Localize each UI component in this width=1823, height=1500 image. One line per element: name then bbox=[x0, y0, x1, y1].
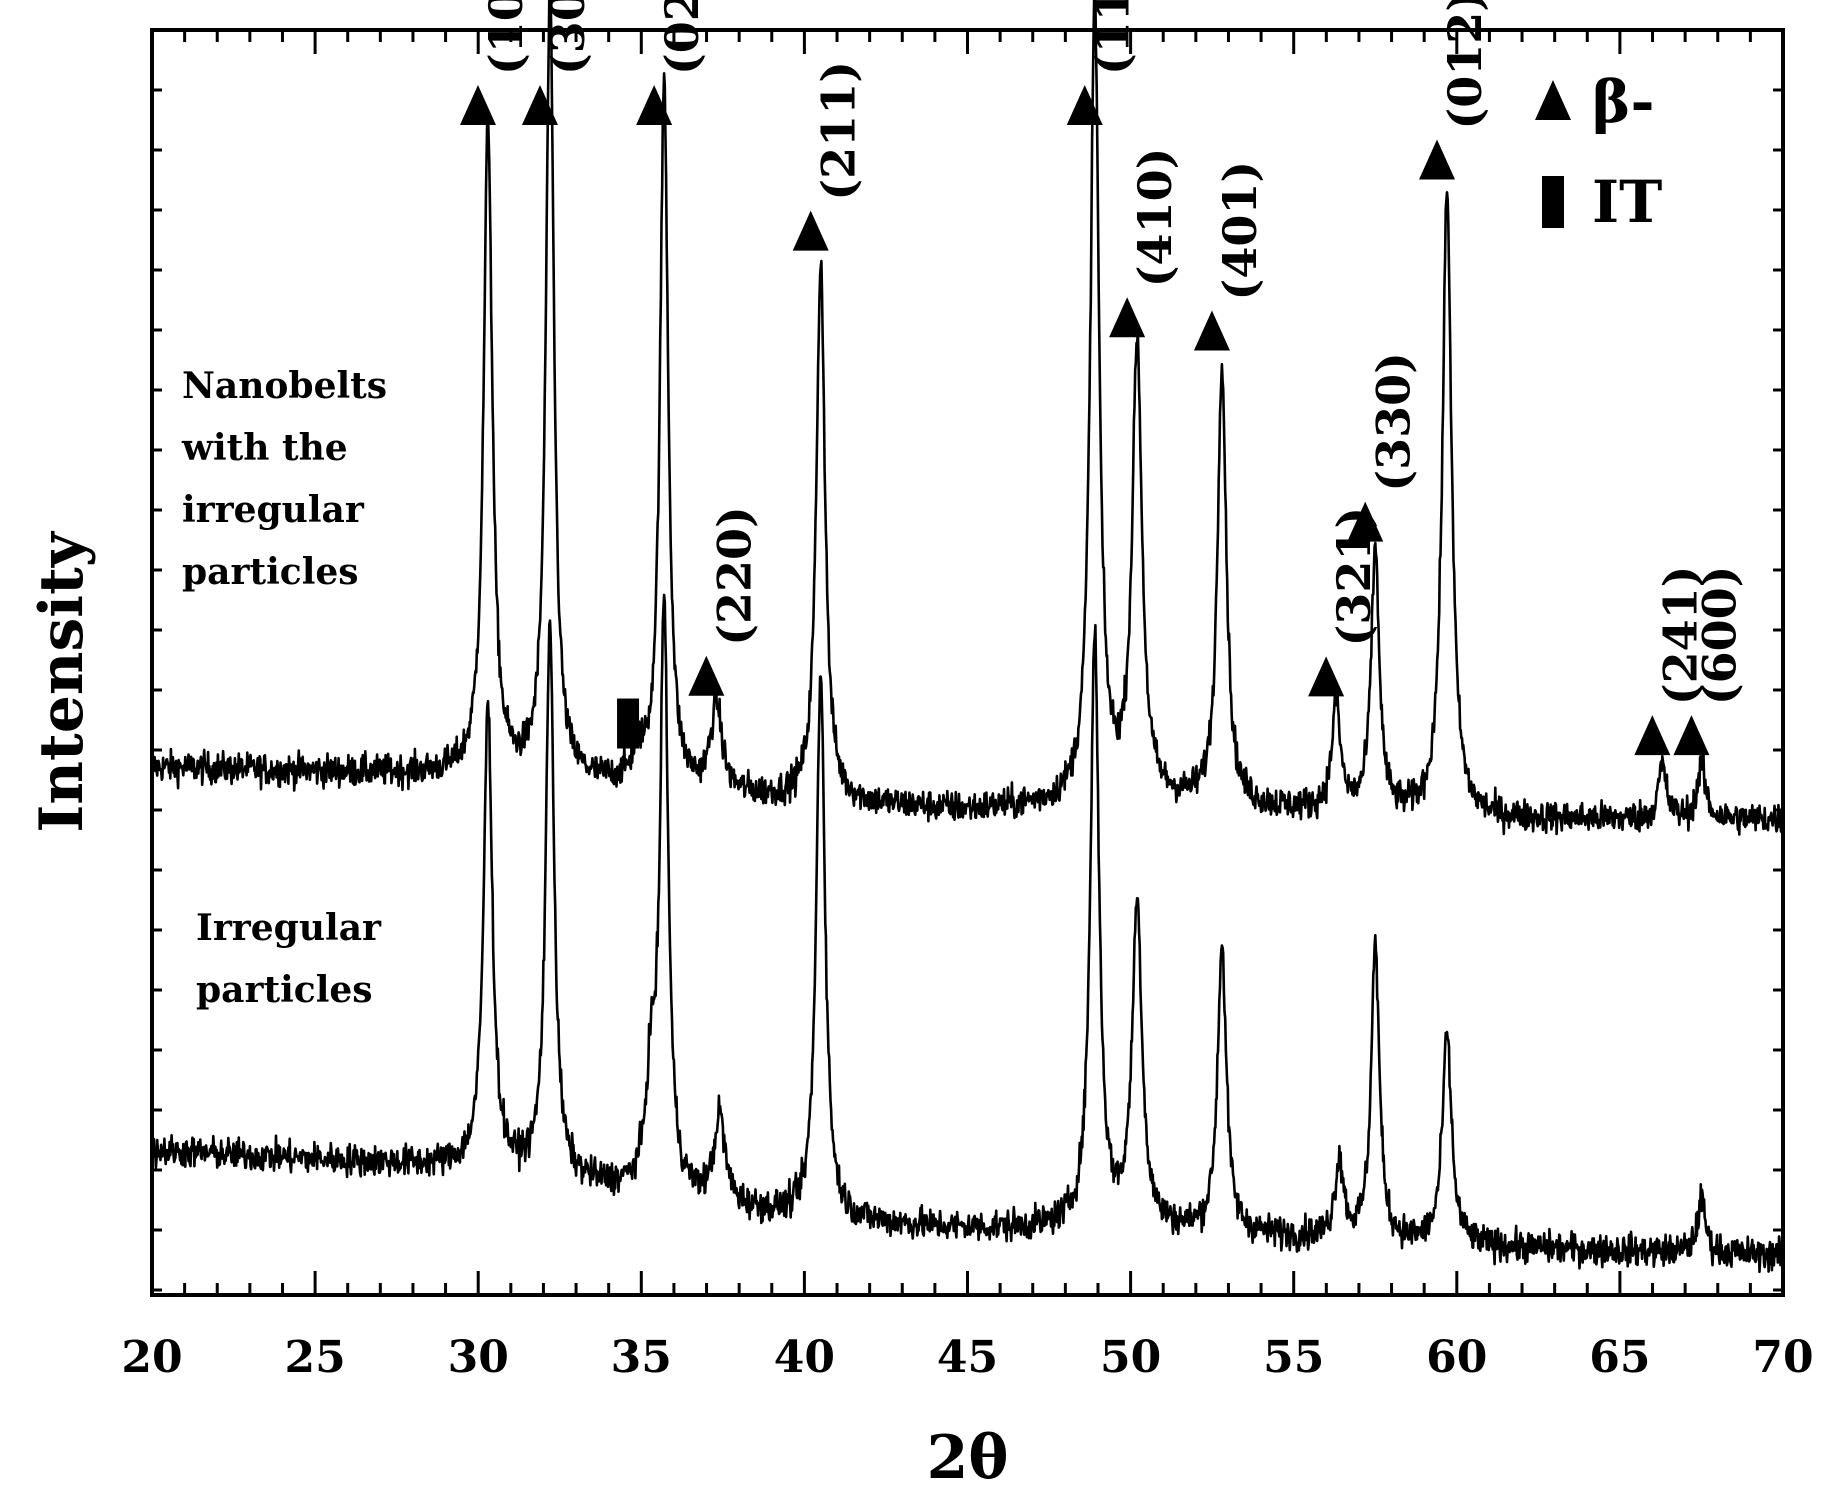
peak-label: (012) bbox=[1438, 0, 1492, 129]
peak-label: (330) bbox=[1366, 352, 1420, 492]
x-tick-label: 30 bbox=[448, 1332, 509, 1383]
peak-label: (410) bbox=[1128, 148, 1182, 288]
peak-label: (021) bbox=[655, 0, 709, 75]
series-label-line: Nanobelts bbox=[182, 365, 387, 407]
peak-marker-square bbox=[617, 698, 640, 749]
legend-square-icon bbox=[1542, 176, 1564, 228]
legend-label: β- bbox=[1592, 68, 1655, 136]
x-tick-label: 40 bbox=[774, 1332, 835, 1383]
peak-label: (241) bbox=[1653, 566, 1707, 706]
peak-marker-triangle bbox=[1066, 85, 1103, 125]
y-axis-title: Intensity bbox=[27, 530, 97, 832]
peak-marker-triangle bbox=[1419, 139, 1456, 180]
series-label-line: particles bbox=[196, 969, 373, 1011]
x-tick-label: 25 bbox=[284, 1332, 345, 1383]
peak-marker-triangle bbox=[1634, 715, 1671, 756]
plot-frame bbox=[150, 28, 1785, 1297]
series-line-2 bbox=[150, 593, 1784, 1274]
legend-label: IT bbox=[1592, 168, 1662, 236]
peak-marker-triangle bbox=[688, 655, 725, 696]
peak-marker-triangle bbox=[1347, 501, 1384, 542]
peak-marker-triangle bbox=[521, 85, 558, 125]
series-label-line: irregular bbox=[182, 489, 365, 531]
peak-marker-triangle bbox=[1193, 310, 1230, 351]
series-labels: Nanobelts with the irregular particles Irreg… bbox=[181, 365, 387, 1011]
x-tick-label: 55 bbox=[1263, 1332, 1324, 1383]
peak-marker-triangle bbox=[636, 85, 673, 125]
x-tick-labels: 20 25 30 35 40 45 50 55 60 65 70 bbox=[121, 1332, 1813, 1383]
series-line-1 bbox=[150, 0, 1784, 836]
x-tick-label: 20 bbox=[121, 1332, 182, 1383]
peak-label: (211) bbox=[812, 61, 866, 201]
legend-triangle-icon bbox=[1535, 80, 1571, 120]
axis-ticks-layer bbox=[150, 30, 1785, 1295]
peak-label: (300) bbox=[541, 0, 595, 75]
traces-layer bbox=[150, 0, 1784, 1274]
peak-label: (101) bbox=[479, 0, 533, 75]
x-tick-label: 70 bbox=[1752, 1332, 1813, 1383]
x-tick-label: 65 bbox=[1589, 1332, 1650, 1383]
x-tick-label: 60 bbox=[1426, 1332, 1487, 1383]
peak-label: (600) bbox=[1692, 566, 1746, 706]
x-axis-title: 2θ bbox=[927, 1423, 1009, 1493]
series-label-line: particles bbox=[182, 551, 359, 593]
legend: β- IT bbox=[1535, 68, 1662, 236]
x-tick-label: 50 bbox=[1100, 1332, 1161, 1383]
peak-marker-triangle bbox=[792, 210, 829, 251]
peak-annotations: (101) (300) (021) (220) (211) (111) (410) (401)… bbox=[459, 0, 1746, 756]
series-label-line: Irregular bbox=[196, 907, 382, 949]
peak-label: (111) bbox=[1086, 0, 1140, 75]
peak-marker-triangle bbox=[459, 85, 496, 125]
peak-marker-triangle bbox=[1673, 715, 1710, 756]
x-tick-label: 35 bbox=[611, 1332, 672, 1383]
peak-marker-triangle bbox=[1308, 656, 1345, 697]
peak-label: (220) bbox=[707, 506, 761, 646]
peak-marker-triangle bbox=[1109, 297, 1146, 338]
x-tick-label: 45 bbox=[937, 1332, 998, 1383]
peak-label: (401) bbox=[1213, 161, 1267, 301]
series-label-line: with the bbox=[181, 427, 348, 469]
